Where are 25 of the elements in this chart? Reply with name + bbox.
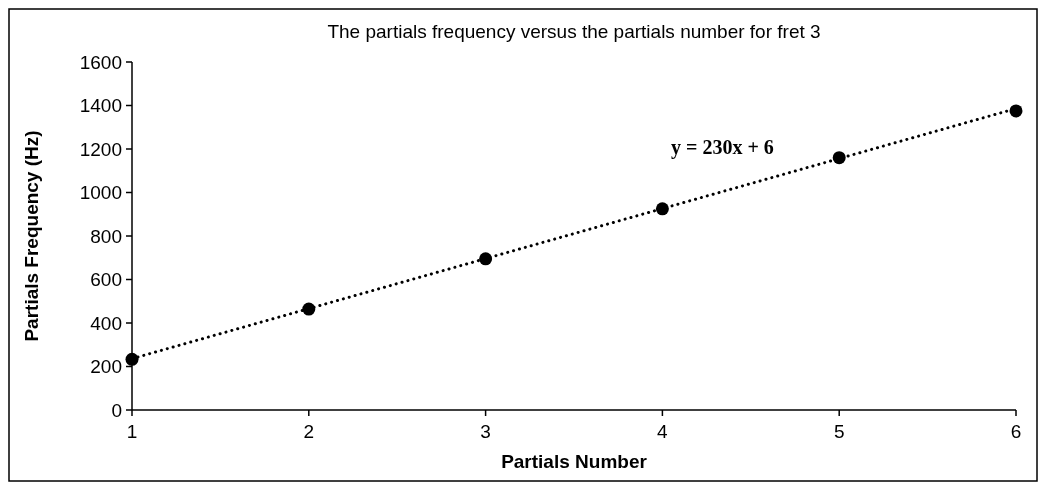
point	[655, 202, 669, 216]
y-tick-label: 1000	[79, 182, 122, 204]
y-axis-title: Partials Frequency (Hz)	[21, 130, 42, 342]
point	[302, 302, 316, 316]
x-tick-label: 3	[480, 421, 491, 442]
annotation: y = 230x + 6	[671, 136, 774, 159]
x-tick-label: 2	[303, 421, 315, 442]
y-tick-label: 1600	[79, 51, 122, 73]
point	[479, 252, 493, 266]
y-tick-label: 800	[90, 225, 122, 247]
y-tick-label: 1200	[79, 138, 122, 160]
x-tick-label: 4	[657, 421, 669, 442]
y-tick-label: 600	[90, 269, 122, 291]
y-tick-label: 400	[90, 312, 122, 334]
x-tick-label: 1	[126, 421, 138, 442]
y-tick-label: 200	[90, 356, 122, 378]
x-tick-label: 5	[833, 421, 845, 442]
point	[832, 151, 846, 165]
chart-title: The partials frequency versus the partials number for fret 3	[327, 21, 821, 42]
y-tick-label: 0	[111, 399, 122, 421]
point	[1009, 104, 1023, 118]
x-tick-label: 6	[1010, 421, 1022, 442]
x-axis-title: Partials Number	[501, 451, 648, 472]
point	[125, 352, 139, 366]
y-tick-label: 1400	[79, 95, 122, 117]
